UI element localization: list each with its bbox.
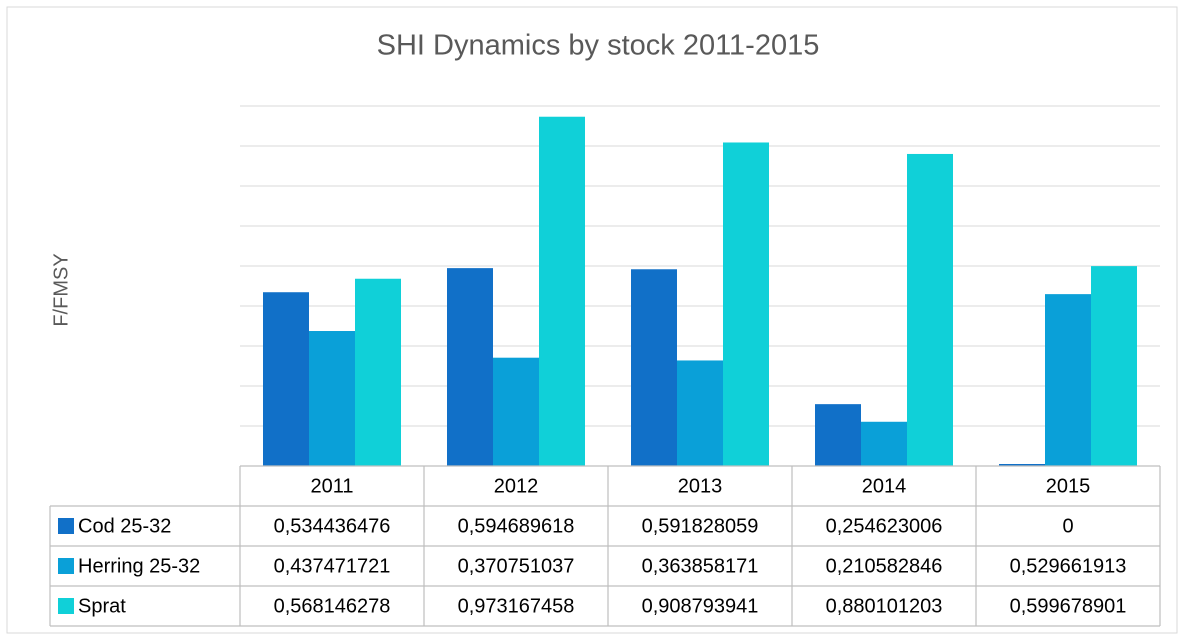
legend-swatch — [58, 558, 74, 574]
bar — [861, 421, 907, 466]
bar — [309, 331, 355, 466]
bar — [263, 292, 309, 466]
data-table-value: 0,599678901 — [1010, 595, 1127, 617]
bar — [723, 142, 769, 466]
bar — [493, 357, 539, 466]
data-table-value: 0,534436476 — [274, 515, 391, 537]
data-table-value: 0,210582846 — [826, 555, 943, 577]
data-table-value: 0,880101203 — [826, 595, 943, 617]
legend-swatch — [58, 598, 74, 614]
bar — [355, 278, 401, 466]
data-table-value: 0,437471721 — [274, 555, 391, 577]
bar — [677, 360, 723, 466]
data-table-value: 0,529661913 — [1010, 555, 1127, 577]
chart-frame — [6, 6, 1178, 634]
chart-title: SHI Dynamics by stock 2011-2015 — [377, 30, 820, 62]
x-tick-label: 2015 — [1046, 475, 1091, 497]
bar — [907, 153, 953, 466]
data-table-value: 0,908793941 — [642, 595, 759, 617]
x-tick-label: 2014 — [862, 475, 907, 497]
bar — [1045, 294, 1091, 466]
data-table-value: 0 — [1062, 515, 1073, 537]
x-tick-label: 2012 — [494, 475, 539, 497]
x-tick-label: 2013 — [678, 475, 723, 497]
data-table-value: 0,254623006 — [826, 515, 943, 537]
legend-label: Herring 25-32 — [78, 555, 200, 577]
bar — [815, 404, 861, 466]
bar — [447, 268, 493, 466]
data-table-value: 0,568146278 — [274, 595, 391, 617]
data-table-value: 0,363858171 — [642, 555, 759, 577]
legend-swatch — [58, 518, 74, 534]
legend-label: Sprat — [78, 595, 126, 617]
y-axis-label: F/FMSY — [50, 253, 72, 326]
bar — [631, 269, 677, 466]
data-table-value: 0,370751037 — [458, 555, 575, 577]
x-tick-label: 2011 — [310, 475, 353, 497]
data-table-value: 0,594689618 — [458, 515, 575, 537]
legend-label: Cod 25-32 — [78, 515, 171, 537]
data-table-value: 0,973167458 — [458, 595, 575, 617]
bar — [999, 464, 1045, 466]
bar — [1091, 266, 1137, 466]
data-table-value: 0,591828059 — [642, 515, 759, 537]
bar — [539, 116, 585, 466]
